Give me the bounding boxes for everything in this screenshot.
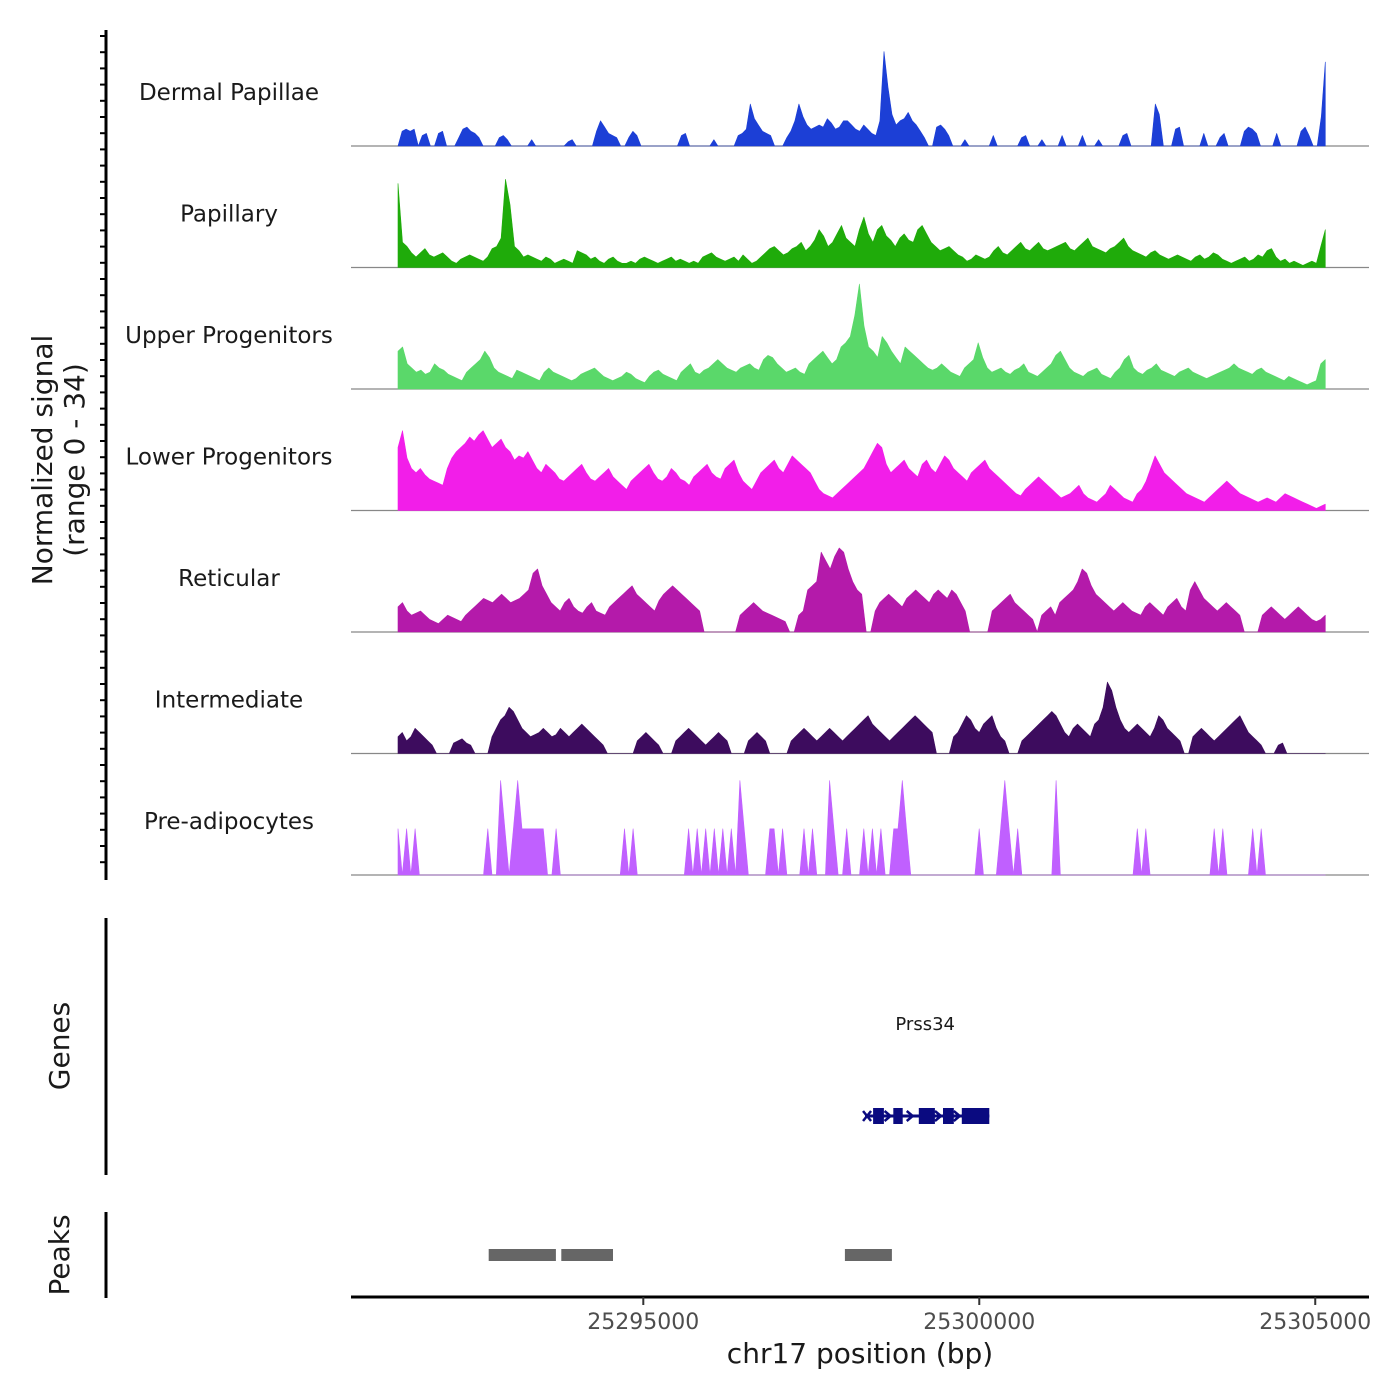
gene-exon bbox=[961, 1108, 990, 1124]
signal-area bbox=[397, 430, 1326, 511]
y-axis-title-line2: (range 0 - 34) bbox=[58, 363, 91, 557]
strand-arrow bbox=[862, 1110, 873, 1122]
track-label: Reticular bbox=[178, 566, 280, 592]
peak-region bbox=[561, 1249, 613, 1261]
track-label: Intermediate bbox=[155, 688, 303, 714]
signal-track: Dermal Papillae bbox=[139, 51, 1369, 147]
x-axis-title: chr17 position (bp) bbox=[727, 1337, 993, 1370]
signal-track: Intermediate bbox=[155, 681, 1369, 755]
signal-track: Reticular bbox=[178, 547, 1369, 633]
track-label: Dermal Papillae bbox=[139, 80, 319, 106]
track-label: Papillary bbox=[180, 202, 278, 228]
y-axis-title-line1: Normalized signal bbox=[26, 335, 59, 586]
signal-area bbox=[397, 51, 1326, 147]
peak-region bbox=[844, 1249, 892, 1261]
strand-arrow bbox=[905, 1110, 915, 1122]
x-tick-label: 25295000 bbox=[587, 1310, 699, 1335]
track-label: Upper Progenitors bbox=[125, 323, 333, 349]
signal-area bbox=[397, 179, 1326, 268]
signal-track: Upper Progenitors bbox=[125, 283, 1369, 390]
gene-exon bbox=[943, 1108, 954, 1124]
signal-area bbox=[397, 283, 1326, 390]
gene-exon bbox=[893, 1108, 903, 1124]
x-tick-label: 25305000 bbox=[1259, 1310, 1371, 1335]
genes-axis-title: Genes bbox=[43, 1002, 76, 1090]
x-axis-ticks: 25295000 25300000 25305000 bbox=[587, 1297, 1371, 1335]
signal-track: Pre-adipocytes bbox=[144, 780, 1369, 876]
signal-area bbox=[397, 681, 1326, 754]
signal-track: Papillary bbox=[180, 179, 1369, 269]
gene-label: Prss34 bbox=[895, 1014, 955, 1035]
peak-region bbox=[488, 1249, 556, 1261]
peaks-axis-title: Peaks bbox=[43, 1214, 76, 1295]
strand-arrow bbox=[934, 1110, 943, 1122]
strand-arrow bbox=[952, 1110, 962, 1122]
peak-track bbox=[488, 1249, 892, 1261]
signal-area bbox=[397, 547, 1326, 633]
x-tick-label: 25300000 bbox=[923, 1310, 1035, 1335]
signal-axis-ticks bbox=[100, 35, 106, 864]
track-label: Lower Progenitors bbox=[126, 445, 333, 471]
track-label: Pre-adipocytes bbox=[144, 809, 314, 835]
gene-track: Prss34 bbox=[862, 1014, 990, 1124]
signal-area bbox=[397, 780, 1326, 876]
gene-exon bbox=[873, 1108, 884, 1124]
signal-track: Lower Progenitors bbox=[126, 430, 1369, 512]
signal-tracks: Dermal Papillae Papillary Upper Progenitor… bbox=[125, 51, 1369, 876]
gene: Prss34 bbox=[862, 1014, 990, 1124]
gene-exon bbox=[918, 1108, 935, 1124]
strand-arrow bbox=[883, 1110, 893, 1122]
